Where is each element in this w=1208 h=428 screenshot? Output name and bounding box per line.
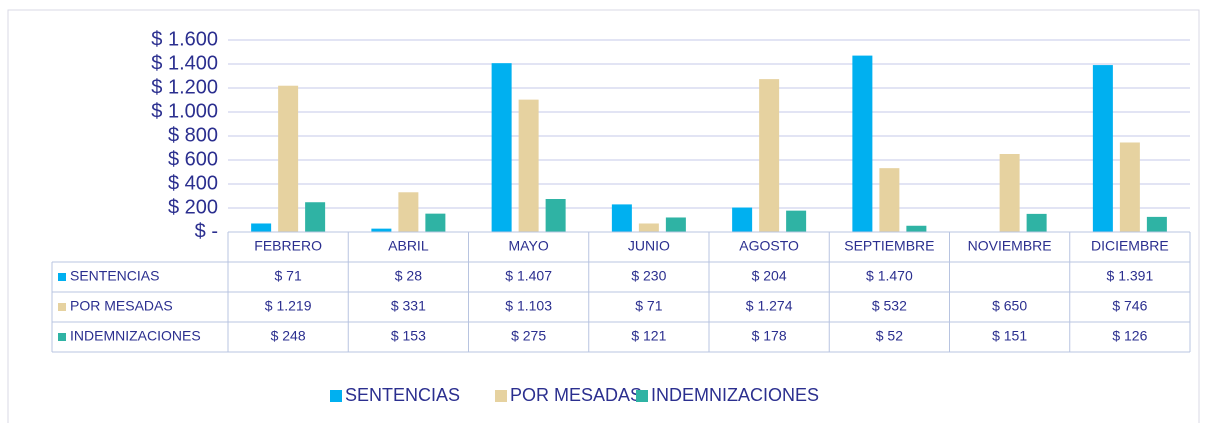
x-tick-label: MAYO bbox=[509, 238, 549, 254]
bar bbox=[305, 202, 326, 232]
data-label: $ 126 bbox=[1112, 328, 1147, 344]
data-label: $ 153 bbox=[391, 328, 426, 344]
x-tick-label: SEPTIEMBRE bbox=[844, 238, 934, 254]
data-label: $ 650 bbox=[992, 298, 1027, 314]
legend-label: POR MESADAS bbox=[510, 385, 642, 405]
bar bbox=[906, 225, 927, 232]
x-tick-label: DICIEMBRE bbox=[1091, 238, 1169, 254]
legend-swatch bbox=[58, 333, 66, 341]
y-tick-label: $ 1.400 bbox=[151, 52, 218, 74]
data-label: $ 532 bbox=[872, 298, 907, 314]
legend-label: SENTENCIAS bbox=[70, 268, 159, 284]
bar bbox=[371, 228, 392, 232]
bar bbox=[732, 207, 753, 232]
y-tick-label: $ 400 bbox=[168, 172, 218, 194]
data-label: $ 1.103 bbox=[505, 298, 552, 314]
bar bbox=[545, 199, 566, 232]
bar bbox=[251, 223, 272, 232]
data-label: $ 331 bbox=[391, 298, 426, 314]
bar bbox=[491, 63, 512, 232]
bar bbox=[398, 192, 419, 232]
bar bbox=[1146, 216, 1167, 232]
data-label: $ 275 bbox=[511, 328, 546, 344]
y-tick-label: $ - bbox=[195, 220, 218, 242]
data-label: $ 1.219 bbox=[265, 298, 312, 314]
bar bbox=[425, 213, 446, 232]
data-label: $ 28 bbox=[395, 268, 422, 284]
y-tick-label: $ 1.000 bbox=[151, 100, 218, 122]
bar bbox=[638, 223, 659, 232]
bar bbox=[665, 217, 686, 232]
x-tick-label: ABRIL bbox=[388, 238, 429, 254]
data-label: $ 1.274 bbox=[746, 298, 793, 314]
data-label: $ 746 bbox=[1112, 298, 1147, 314]
data-label: $ 1.470 bbox=[866, 268, 913, 284]
x-tick-label: AGOSTO bbox=[739, 238, 799, 254]
data-label: $ 151 bbox=[992, 328, 1027, 344]
y-tick-label: $ 1.600 bbox=[151, 28, 218, 50]
bar bbox=[1119, 142, 1140, 232]
legend-swatch bbox=[58, 303, 66, 311]
bar bbox=[278, 85, 299, 232]
data-label: $ 248 bbox=[271, 328, 306, 344]
bar bbox=[611, 204, 632, 232]
data-label: $ 1.407 bbox=[505, 268, 552, 284]
bar bbox=[1026, 213, 1047, 232]
y-tick-label: $ 600 bbox=[168, 148, 218, 170]
data-label: $ 230 bbox=[631, 268, 666, 284]
bar bbox=[786, 210, 807, 232]
legend-swatch bbox=[636, 390, 648, 402]
y-tick-label: $ 200 bbox=[168, 196, 218, 218]
chart-frame bbox=[7, 9, 1200, 428]
bar bbox=[879, 168, 900, 232]
x-tick-label: FEBRERO bbox=[254, 238, 322, 254]
x-tick-label: NOVIEMBRE bbox=[968, 238, 1052, 254]
bar bbox=[852, 55, 873, 232]
bar bbox=[518, 99, 539, 232]
legend-swatch bbox=[58, 273, 66, 281]
data-label: $ 204 bbox=[752, 268, 787, 284]
bar bbox=[1092, 65, 1113, 232]
bar bbox=[999, 154, 1020, 232]
data-label: $ 178 bbox=[752, 328, 787, 344]
y-tick-label: $ 1.200 bbox=[151, 76, 218, 98]
data-label: $ 71 bbox=[635, 298, 662, 314]
data-label: $ 1.391 bbox=[1107, 268, 1154, 284]
x-tick-label: JUNIO bbox=[628, 238, 670, 254]
legend-swatch bbox=[495, 390, 507, 402]
legend-label: POR MESADAS bbox=[70, 298, 173, 314]
y-tick-label: $ 800 bbox=[168, 124, 218, 146]
data-label: $ 52 bbox=[876, 328, 903, 344]
legend-label: INDEMNIZACIONES bbox=[651, 385, 819, 405]
legend-label: SENTENCIAS bbox=[345, 385, 460, 405]
data-label: $ 121 bbox=[631, 328, 666, 344]
legend-swatch bbox=[330, 390, 342, 402]
bar bbox=[759, 79, 780, 233]
legend-label: INDEMNIZACIONES bbox=[70, 328, 201, 344]
data-label: $ 71 bbox=[275, 268, 302, 284]
